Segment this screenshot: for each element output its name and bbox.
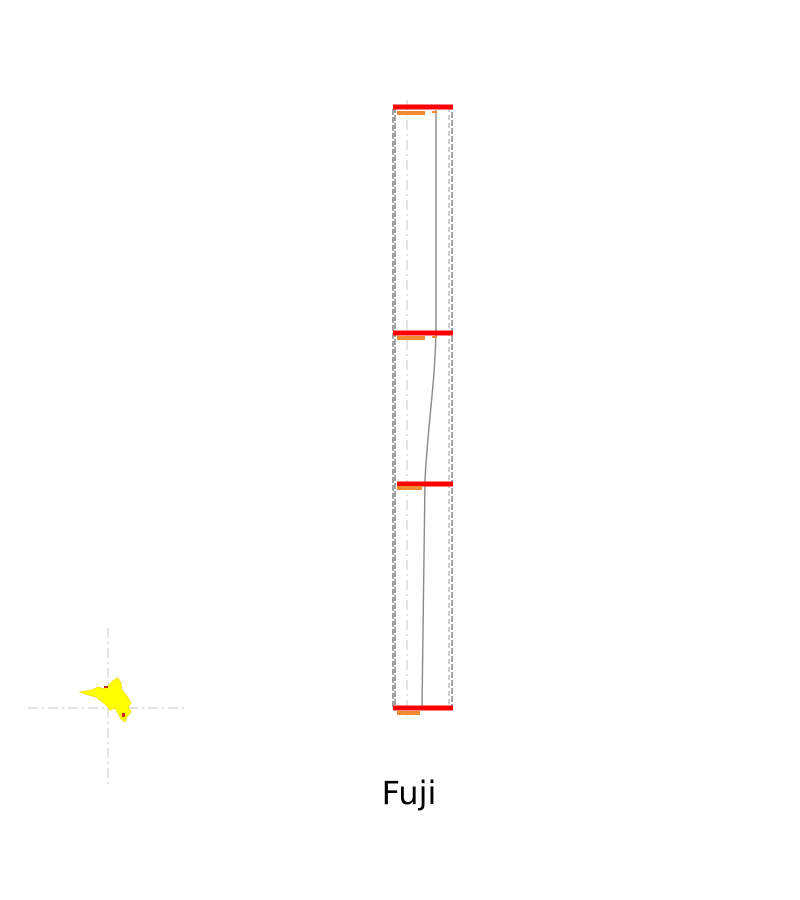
diagram-caption: Fuji: [381, 774, 437, 812]
location-marker-bottom: [122, 713, 125, 717]
location-map-shape: [78, 677, 132, 723]
deformed-column-line: [421, 110, 437, 709]
location-marker-top: [104, 686, 108, 688]
